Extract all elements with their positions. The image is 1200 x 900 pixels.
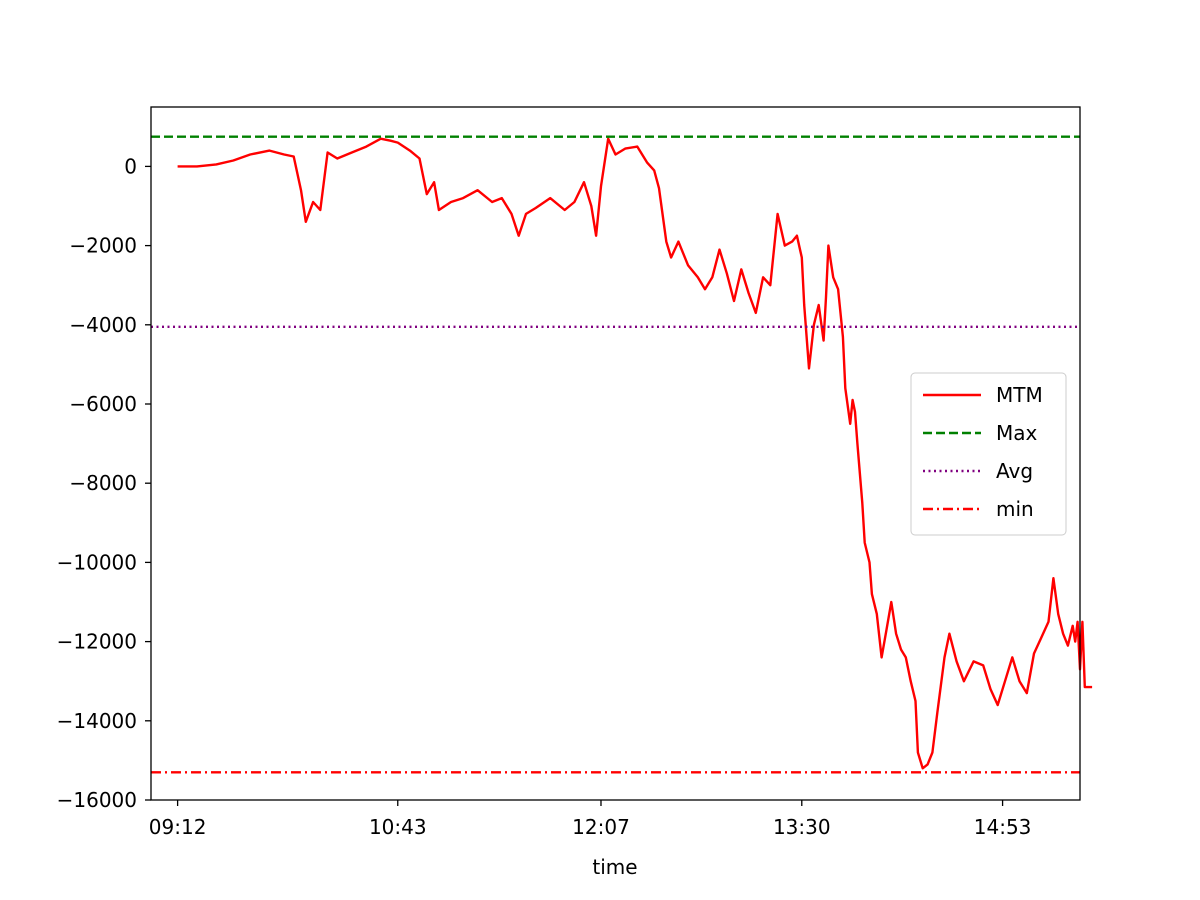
y-tick-label: −6000 xyxy=(69,392,137,416)
y-tick-label: −2000 xyxy=(69,234,137,258)
x-axis-title: time xyxy=(592,855,637,879)
y-tick-label: −14000 xyxy=(57,709,137,733)
series-mtm-line xyxy=(177,137,1093,770)
legend-label-max: Max xyxy=(996,421,1038,445)
x-tick-label: 12:07 xyxy=(572,815,630,839)
legend-label-mtm: MTM xyxy=(996,383,1043,407)
x-axis: 09:12 10:43 12:07 13:30 14:53 xyxy=(149,800,1032,839)
y-tick-label: −12000 xyxy=(57,630,137,654)
y-axis: 0 −2000 −4000 −6000 −8000 −10000 −12000 −14000 −… xyxy=(57,154,151,812)
y-tick-label: −10000 xyxy=(57,550,137,574)
x-tick-label: 10:43 xyxy=(369,815,427,839)
legend-label-avg: Avg xyxy=(996,459,1033,483)
y-tick-label: 0 xyxy=(124,154,137,178)
legend: MTM Max Avg min xyxy=(910,372,1067,536)
legend-box xyxy=(910,372,1067,536)
y-tick-label: −4000 xyxy=(69,313,137,337)
y-tick-label: −8000 xyxy=(69,471,137,495)
x-tick-label: 14:53 xyxy=(974,815,1032,839)
legend-label-min: min xyxy=(996,497,1034,521)
x-tick-label: 13:30 xyxy=(773,815,831,839)
plot-frame xyxy=(150,106,1081,801)
y-tick-label: −16000 xyxy=(57,788,137,812)
series-layer xyxy=(151,135,1093,774)
x-tick-label: 09:12 xyxy=(149,815,207,839)
